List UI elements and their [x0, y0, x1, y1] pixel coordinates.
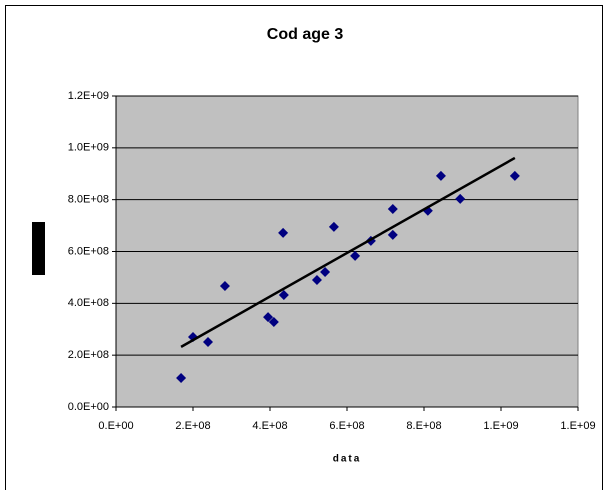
point — [203, 336, 214, 347]
x-tick-label: 8.E+08 — [406, 420, 441, 432]
trendline — [180, 156, 516, 348]
x-tick-label: 1.E+09 — [483, 420, 518, 432]
point — [268, 316, 279, 327]
point — [387, 203, 398, 214]
point — [328, 221, 339, 232]
point — [435, 170, 446, 181]
point — [509, 170, 520, 181]
y-tick-label: 8.0E+08 — [68, 194, 109, 206]
y-tick-label: 4.0E+08 — [68, 297, 109, 309]
point — [387, 229, 398, 240]
x-tick-label: 4.E+08 — [252, 420, 287, 432]
y-tick-label: 6.0E+08 — [68, 245, 109, 257]
x-axis-label: data — [333, 454, 362, 465]
point — [311, 275, 322, 286]
x-tick-label: 1.E+09 — [560, 420, 595, 432]
x-tick-label: 0.E+00 — [98, 420, 133, 432]
point — [263, 312, 274, 323]
chart-border — [5, 5, 603, 490]
point — [278, 290, 289, 301]
point — [278, 227, 289, 238]
y-tick-label: 2.0E+08 — [68, 349, 109, 361]
point — [350, 250, 361, 261]
point — [320, 266, 331, 277]
x-tick-label: 6.E+08 — [329, 420, 364, 432]
y-tick-label: 1.0E+09 — [68, 142, 109, 154]
point — [219, 280, 230, 291]
point — [176, 372, 187, 383]
y-axis-label-box — [32, 222, 45, 275]
y-tick-label: 1.2E+09 — [68, 90, 109, 102]
point — [455, 193, 466, 204]
y-tick-label: 0.0E+00 — [68, 401, 109, 413]
chart-title: Cod age 3 — [267, 26, 344, 43]
x-tick-label: 2.E+08 — [175, 420, 210, 432]
